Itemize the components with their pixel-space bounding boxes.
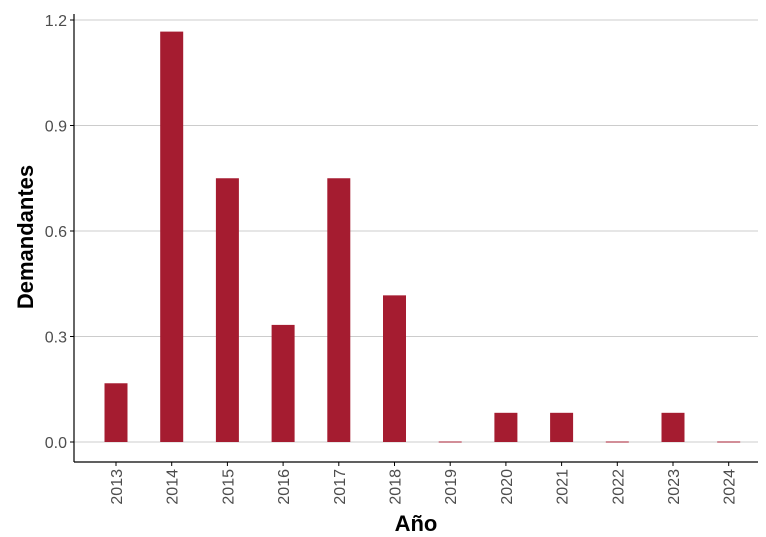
- y-tick-label: 0.0: [45, 435, 67, 452]
- bar-2016: [271, 324, 295, 442]
- bar-2024: [717, 441, 741, 443]
- x-tick-label: 2022: [610, 469, 627, 505]
- bar-2022: [605, 441, 629, 443]
- y-tick-label: 1.2: [45, 13, 67, 30]
- y-tick-label: 0.9: [45, 119, 67, 136]
- bar-2021: [550, 412, 574, 442]
- y-tick-label: 0.6: [45, 224, 67, 241]
- x-tick-label: 2021: [555, 469, 572, 505]
- x-axis-title: Año: [395, 511, 438, 536]
- x-tick-label: 2017: [332, 469, 349, 505]
- bar-2014: [160, 31, 184, 442]
- x-tick-label: 2024: [722, 469, 739, 505]
- bar-2017: [327, 178, 351, 442]
- bar-2018: [383, 295, 406, 442]
- bar-2020: [494, 412, 518, 442]
- x-tick-label: 2023: [666, 469, 683, 505]
- axes: [73, 14, 758, 463]
- bar-2013: [104, 383, 128, 442]
- x-tick-label: 2015: [220, 469, 237, 505]
- x-tick-labels: 2013 2014 2015 2016 2017 2018 2019 2020 2021 2022…: [109, 462, 739, 505]
- gridlines: [74, 19, 758, 443]
- x-tick-label: 2019: [443, 469, 460, 505]
- x-tick-label: 2016: [276, 469, 293, 505]
- y-tick-label: 0.3: [45, 330, 67, 347]
- x-tick-label: 2020: [499, 469, 516, 505]
- bar-2019: [438, 441, 462, 443]
- y-tick-labels: 0.0 0.3 0.6 0.9 1.2: [45, 13, 74, 452]
- x-tick-label: 2013: [109, 469, 126, 505]
- bar-2015: [215, 178, 239, 442]
- bar-2023: [661, 412, 685, 442]
- x-tick-label: 2018: [388, 469, 405, 505]
- y-axis-title: Demandantes: [13, 165, 38, 309]
- x-tick-label: 2014: [165, 469, 182, 505]
- bars: [104, 31, 741, 443]
